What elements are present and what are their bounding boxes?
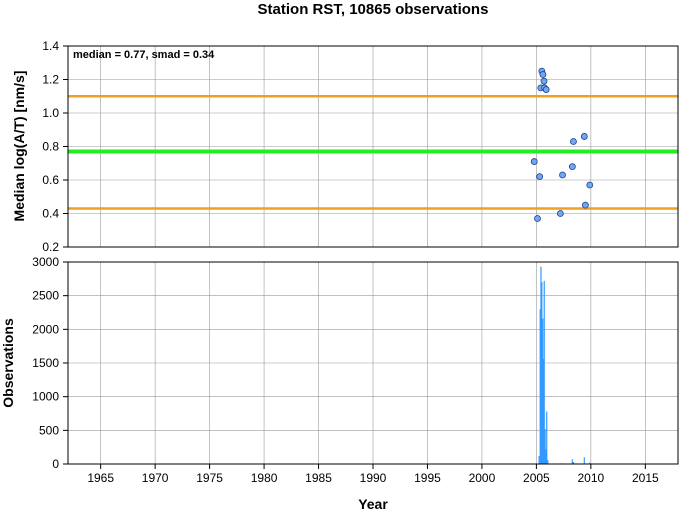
x-tick-label: 2005 (523, 471, 550, 485)
median-point (570, 138, 577, 145)
observations-y-tick-label: 2000 (32, 322, 59, 336)
median-point (539, 71, 547, 78)
median-y-tick-label: 1.4 (42, 39, 59, 53)
chart-title: Station RST, 10865 observations (258, 1, 489, 18)
median-point (586, 181, 594, 189)
x-tick-label: 1995 (414, 471, 441, 485)
x-tick-label: 1980 (251, 471, 278, 485)
median-points (530, 67, 594, 222)
observations-y-tick-label: 3000 (32, 255, 59, 269)
x-tick-label: 1970 (142, 471, 169, 485)
x-tick-label: 1985 (305, 471, 332, 485)
median-y-axis-label: Median log(A/T) [nm/s] (11, 71, 27, 222)
observations-y-ticks: 0 500 1000 1500 2000 2500 3000 (32, 255, 68, 471)
x-tick-label: 1965 (87, 471, 114, 485)
x-tick-label: 2015 (632, 471, 659, 485)
x-axis-label: Year (358, 496, 388, 511)
median-y-tick-label: 0.8 (42, 140, 59, 154)
observations-y-tick-label: 0 (52, 457, 59, 471)
observations-y-tick-label: 2500 (32, 289, 59, 303)
observations-y-tick-label: 1000 (32, 390, 59, 404)
median-point (530, 158, 538, 165)
median-y-tick-label: 0.6 (42, 173, 59, 187)
observations-y-tick-label: 1500 (32, 356, 59, 370)
x-tick-label: 1990 (360, 471, 387, 485)
observations-y-axis-label: Observations (0, 318, 16, 408)
median-point (540, 77, 548, 85)
x-tick-label: 1975 (196, 471, 223, 485)
observations-grid (68, 261, 678, 465)
median-point (580, 133, 588, 140)
median-y-tick-label: 0.4 (42, 207, 59, 221)
median-y-tick-label: 1.2 (42, 73, 59, 87)
median-point (559, 171, 566, 179)
median-point (536, 173, 544, 181)
median-annotation: median = 0.77, smad = 0.34 (73, 49, 215, 61)
median-point (556, 210, 564, 217)
median-panel: 0.2 0.4 0.6 0.8 1.0 1.2 1.4 median = 0.77, sma… (11, 39, 679, 254)
median-point (534, 215, 541, 222)
x-tick-label: 2010 (578, 471, 605, 485)
median-y-tick-label: 0.2 (42, 240, 59, 254)
median-y-ticks: 0.2 0.4 0.6 0.8 1.0 1.2 1.4 (42, 39, 68, 254)
observations-panel: 0 500 1000 1500 2000 2500 3000 1965 1970 1975 198… (0, 255, 679, 511)
x-tick-label: 2000 (469, 471, 496, 485)
median-grid (68, 45, 678, 248)
observations-x-ticks: 1965 1970 1975 1980 1985 1990 1995 2000 2005 2010… (87, 464, 659, 485)
observations-bars (538, 266, 591, 464)
median-point (542, 86, 550, 93)
median-point (582, 201, 589, 209)
median-reference-lines (68, 95, 678, 210)
median-point (568, 163, 576, 171)
median-y-tick-label: 1.0 (42, 106, 59, 120)
observations-y-tick-label: 500 (39, 423, 59, 437)
